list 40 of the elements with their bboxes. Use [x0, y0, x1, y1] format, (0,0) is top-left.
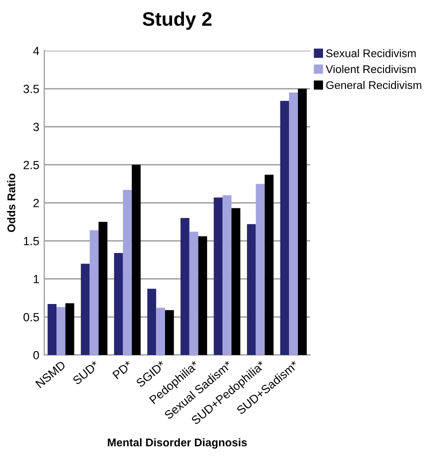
bar: [214, 198, 223, 355]
bar: [246, 224, 256, 355]
bar: [298, 88, 307, 355]
bar: [132, 164, 141, 355]
bar: [180, 218, 190, 355]
y-tick-label: 1.5: [24, 237, 39, 246]
bar: [147, 288, 156, 355]
bar: [114, 253, 123, 355]
y-axis-title: Odds Ratio: [7, 174, 16, 232]
bar: [90, 230, 99, 355]
bar: [256, 184, 265, 355]
bar: [222, 195, 232, 355]
y-tick-label: 1: [34, 275, 39, 284]
y-tick-label: 3: [33, 122, 39, 132]
bar: [198, 236, 208, 355]
bar: [264, 174, 274, 355]
legend-label: Violent Recidivism: [326, 64, 416, 74]
bar: [48, 304, 56, 355]
y-tick-label: 2: [33, 198, 39, 208]
legend-label: Sexual Recidivism: [326, 49, 416, 58]
y-tick-label: 0.5: [23, 312, 39, 322]
bar: [189, 232, 198, 355]
bar: [289, 92, 298, 355]
y-tick-label: 3.5: [23, 84, 39, 94]
bar: [98, 222, 108, 355]
bar: [80, 264, 90, 355]
bar: [231, 208, 240, 355]
x-axis-title: Mental Disorder Diagnosis: [108, 438, 247, 449]
x-tick-label: PD*: [112, 360, 133, 380]
bar: [122, 190, 132, 355]
bar: [280, 100, 290, 355]
bar: [156, 308, 166, 355]
y-tick-label: 4: [33, 46, 40, 55]
bar: [65, 303, 74, 355]
bar: [56, 307, 66, 355]
chart-title: Study 2: [142, 12, 212, 30]
legend-label: General Recidivism: [326, 80, 422, 90]
y-tick-label: 0: [33, 351, 39, 360]
y-tick-label: 2.5: [24, 160, 39, 170]
bar: [165, 310, 174, 355]
